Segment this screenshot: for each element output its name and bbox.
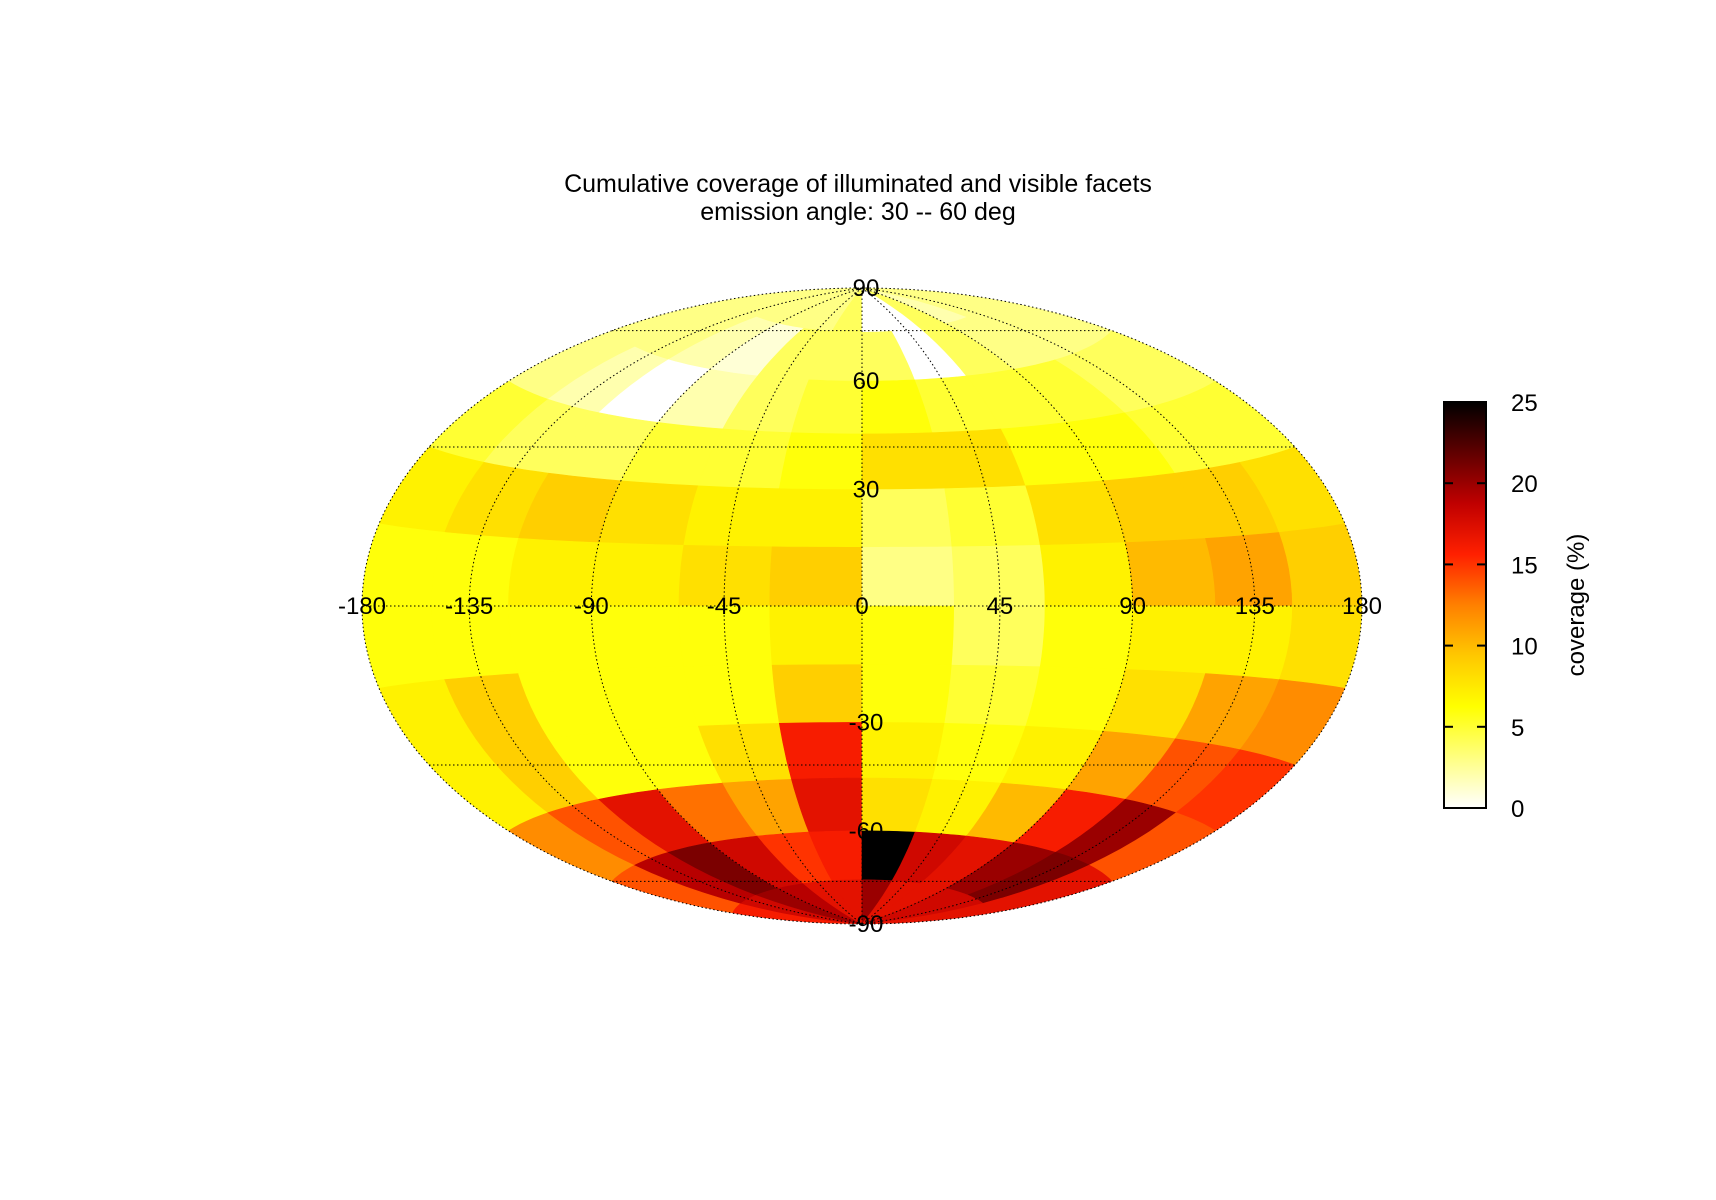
coverage-cell <box>944 664 1041 727</box>
colorbar-label: coverage (%) <box>1563 534 1590 677</box>
meridian-line <box>468 287 863 925</box>
x-tick-label: 90 <box>1119 593 1146 620</box>
coverage-cell <box>861 605 955 666</box>
colorbar: 0 5 10 15 20 25 coverage (%) <box>1443 390 1590 823</box>
colorbar-gradient <box>1443 401 1487 809</box>
coverage-cell <box>769 546 863 607</box>
y-tick-label: -30 <box>849 709 884 736</box>
coverage-cell <box>944 485 1041 548</box>
coverage-cell <box>771 488 863 548</box>
y-tick-label: 60 <box>853 368 880 395</box>
coverage-cell <box>1278 523 1362 607</box>
x-tick-label: 135 <box>1235 593 1275 620</box>
y-tick-label: 90 <box>853 275 880 302</box>
meridian-line <box>590 287 863 925</box>
graticule-grid <box>361 287 1363 925</box>
coverage-cell <box>769 605 863 666</box>
meridian-line <box>861 287 1001 925</box>
colorbar-tick-label: 25 <box>1511 390 1538 417</box>
x-tick-label: 0 <box>855 593 868 620</box>
x-tick-label: 45 <box>987 593 1014 620</box>
meridian-line <box>861 287 1134 925</box>
x-tick-label: -90 <box>574 593 609 620</box>
coverage-cell <box>861 546 955 607</box>
chart-title-line-2: emission angle: 30 -- 60 deg <box>700 198 1015 226</box>
x-tick-label: -180 <box>338 593 386 620</box>
x-tick-label: -135 <box>445 593 493 620</box>
chart-title-line-1: Cumulative coverage of illuminated and v… <box>564 170 1152 198</box>
colorbar-tick-label: 20 <box>1511 471 1538 498</box>
y-tick-label: -90 <box>849 911 884 938</box>
y-tick-label: 30 <box>853 477 880 504</box>
x-tick-label: -45 <box>707 593 742 620</box>
chart-title: Cumulative coverage of illuminated and v… <box>564 170 1152 226</box>
meridian-line <box>723 287 863 925</box>
colorbar-tick-label: 10 <box>1511 634 1538 661</box>
colorbar-tick-label: 15 <box>1511 552 1538 579</box>
coverage-cell <box>683 485 780 548</box>
x-tick-label: 180 <box>1342 593 1382 620</box>
coverage-cells <box>362 288 1362 924</box>
colorbar-tick-label: 0 <box>1511 796 1524 823</box>
coverage-cell <box>778 432 863 490</box>
axis-tick-labels: -180 -135 -90 -45 0 45 90 135 180 90 60 30 -30 -60 -90 <box>338 275 1382 938</box>
coverage-cell <box>683 664 780 727</box>
y-tick-label: -60 <box>849 818 884 845</box>
colorbar-tick-label: 5 <box>1511 715 1524 742</box>
